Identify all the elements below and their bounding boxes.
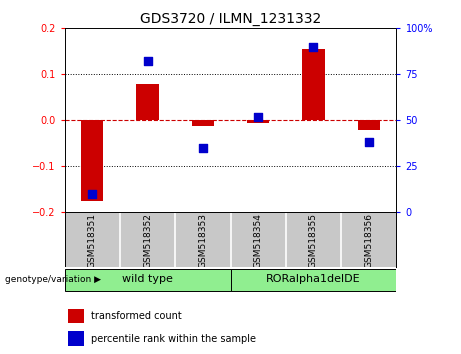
Bar [68, 331, 84, 346]
Point [310, 44, 317, 50]
Text: genotype/variation ▶: genotype/variation ▶ [5, 275, 100, 284]
Text: transformed count: transformed count [91, 311, 182, 321]
Text: GSM518354: GSM518354 [254, 213, 263, 268]
Text: GSM518351: GSM518351 [88, 213, 97, 268]
Bar [302, 49, 325, 120]
Text: RORalpha1delDE: RORalpha1delDE [266, 274, 361, 284]
Bar [68, 309, 84, 323]
Point [254, 114, 262, 120]
Point [365, 139, 372, 145]
Text: GSM518356: GSM518356 [364, 213, 373, 268]
Bar [358, 120, 380, 130]
Bar [65, 268, 230, 291]
Bar [192, 120, 214, 126]
Title: GDS3720 / ILMN_1231332: GDS3720 / ILMN_1231332 [140, 12, 321, 26]
Point [144, 59, 151, 64]
Text: percentile rank within the sample: percentile rank within the sample [91, 334, 256, 344]
Text: GSM518353: GSM518353 [198, 213, 207, 268]
Bar [247, 120, 269, 123]
Point [89, 191, 96, 197]
Text: GSM518355: GSM518355 [309, 213, 318, 268]
Text: wild type: wild type [122, 274, 173, 284]
Bar [81, 120, 103, 201]
Bar [136, 84, 159, 120]
Bar [230, 268, 396, 291]
Point [199, 145, 207, 151]
Text: GSM518352: GSM518352 [143, 213, 152, 268]
